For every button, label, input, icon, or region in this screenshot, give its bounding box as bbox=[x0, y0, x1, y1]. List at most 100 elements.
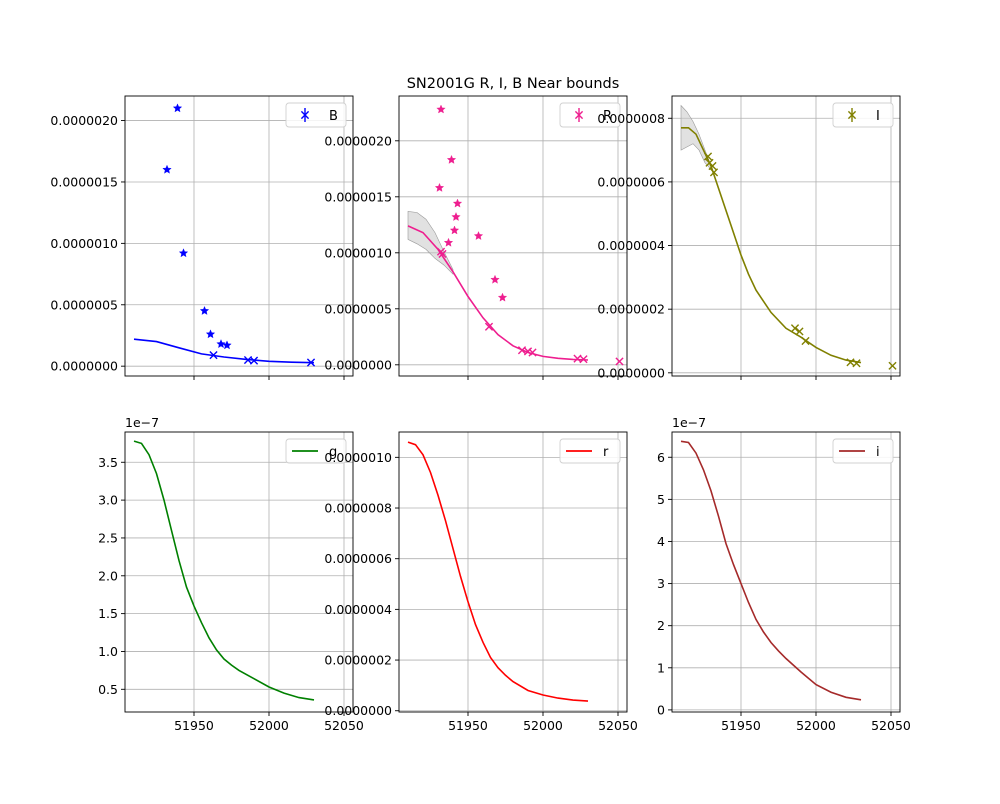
axes-frame bbox=[124, 95, 354, 377]
axes-frame bbox=[398, 95, 628, 377]
panel-B: 0.0000000 0.0000005 0.0000010 0.0000015 0.00… bbox=[50, 95, 354, 380]
axis-scale-label: 1e−7 bbox=[125, 415, 159, 430]
detection-point bbox=[449, 225, 460, 235]
detection-point bbox=[162, 164, 172, 174]
y-tick-label: 1 bbox=[657, 660, 665, 675]
model-curve bbox=[407, 441, 589, 702]
y-tick-label: 0.0000008 bbox=[324, 501, 392, 516]
upper-limit-point bbox=[709, 168, 719, 177]
x-tick-label: 51950 bbox=[721, 718, 761, 733]
y-tick-label: 3.5 bbox=[98, 455, 118, 470]
x-tick-label: 52000 bbox=[796, 718, 836, 733]
legend-box bbox=[559, 102, 621, 128]
y-tick-label: 1.5 bbox=[98, 606, 118, 621]
detection-point bbox=[199, 305, 210, 315]
detection-point bbox=[490, 274, 500, 284]
panel-i: 51950 52000 52050 0 1 2 3 4 5 6 1e−7 i bbox=[657, 415, 911, 733]
y-tick-label: 0.0000000 bbox=[597, 365, 665, 380]
detection-point bbox=[452, 198, 463, 208]
upper-limit-point bbox=[209, 351, 218, 360]
y-tick-label: 0.0000004 bbox=[324, 602, 392, 617]
legend: g bbox=[285, 438, 347, 464]
y-tick-label: 2 bbox=[657, 618, 665, 633]
upper-limit-point bbox=[579, 355, 588, 364]
y-tick-label: 0 bbox=[657, 702, 665, 717]
y-tick-label: 0.0000010 bbox=[324, 245, 392, 260]
detection-point bbox=[172, 103, 183, 113]
upper-limit-point bbox=[615, 357, 624, 366]
upper-limit-point bbox=[790, 324, 800, 333]
y-tick-label: 0.0000010 bbox=[324, 450, 392, 465]
panel-R: 0.0000000 0.0000005 0.0000010 0.0000015 0.00… bbox=[324, 95, 628, 380]
legend: I bbox=[832, 102, 894, 128]
legend-label: B bbox=[329, 109, 338, 124]
x-tick-label: 52000 bbox=[523, 718, 563, 733]
legend-marker bbox=[574, 110, 584, 120]
detection-point bbox=[436, 104, 446, 114]
detection-point bbox=[451, 212, 461, 221]
x-tick-label: 51950 bbox=[448, 718, 488, 733]
y-tick-label: 0.0000000 bbox=[324, 703, 392, 718]
x-tick-label: 51950 bbox=[174, 718, 214, 733]
y-tick-label: 0.0000015 bbox=[50, 174, 118, 189]
model-curve bbox=[680, 440, 862, 701]
x-tick-label: 52050 bbox=[598, 718, 638, 733]
legend-marker bbox=[847, 110, 857, 120]
upper-limit-point bbox=[888, 361, 897, 370]
legend-label: g bbox=[329, 445, 337, 460]
y-tick-label: 6 bbox=[657, 450, 665, 465]
panel-I: 0.0000000 0.0000002 0.0000004 0.0000006 0.00… bbox=[597, 95, 901, 380]
y-tick-label: 0.0000006 bbox=[597, 174, 665, 189]
model-curve bbox=[681, 127, 862, 364]
y-tick-label: 1.0 bbox=[98, 644, 118, 659]
upper-limit-point bbox=[249, 356, 259, 365]
y-tick-label: 0.0000002 bbox=[597, 302, 665, 317]
upper-limit-point bbox=[708, 161, 717, 171]
legend: r bbox=[559, 438, 621, 464]
legend-label: i bbox=[876, 445, 880, 460]
panel-r: 51950 52000 520500.00000000.00000020.00000… bbox=[324, 431, 638, 733]
x-tick-label: 52050 bbox=[871, 718, 911, 733]
y-tick-label: 0.0000008 bbox=[597, 111, 665, 126]
upper-limit-point bbox=[795, 327, 804, 336]
y-tick-label: 2.5 bbox=[98, 530, 118, 545]
upper-limit-point bbox=[801, 336, 810, 346]
detection-point bbox=[434, 182, 445, 192]
legend-label: r bbox=[603, 445, 609, 460]
detection-point bbox=[216, 339, 226, 349]
y-tick-label: 0.0000020 bbox=[324, 133, 392, 148]
model-curve bbox=[133, 440, 315, 701]
y-tick-label: 0.0000005 bbox=[50, 297, 118, 312]
y-tick-label: 3.0 bbox=[98, 493, 118, 508]
legend-box bbox=[285, 102, 347, 128]
y-tick-label: 2.0 bbox=[98, 568, 118, 583]
upper-limit-point bbox=[703, 152, 713, 161]
y-tick-label: 5 bbox=[657, 492, 665, 507]
y-tick-label: 4 bbox=[657, 534, 665, 549]
legend: i bbox=[832, 438, 894, 464]
y-tick-label: 0.0000000 bbox=[324, 357, 392, 372]
model-curve bbox=[407, 225, 589, 361]
legend: B bbox=[285, 102, 347, 128]
y-tick-label: 0.0000006 bbox=[324, 551, 392, 566]
y-tick-label: 0.0000015 bbox=[324, 189, 392, 204]
y-tick-label: 0.5 bbox=[98, 682, 118, 697]
detection-point bbox=[443, 237, 454, 247]
detection-point bbox=[497, 292, 508, 302]
y-tick-label: 3 bbox=[657, 576, 665, 591]
axes-frame bbox=[124, 431, 354, 713]
upper-limit-point bbox=[438, 249, 447, 259]
legend-box bbox=[832, 102, 894, 128]
upper-limit-point bbox=[484, 322, 494, 331]
model-curve bbox=[133, 338, 315, 364]
detection-point bbox=[446, 154, 457, 164]
y-tick-label: 0.0000002 bbox=[324, 653, 392, 668]
upper-limit-point bbox=[528, 348, 537, 357]
y-tick-label: 0.0000004 bbox=[597, 238, 665, 253]
x-tick-label: 52050 bbox=[324, 718, 364, 733]
axes-frame bbox=[398, 431, 628, 713]
axis-scale-label: 1e−7 bbox=[672, 415, 706, 430]
legend: R bbox=[559, 102, 621, 128]
detection-point bbox=[473, 231, 484, 240]
